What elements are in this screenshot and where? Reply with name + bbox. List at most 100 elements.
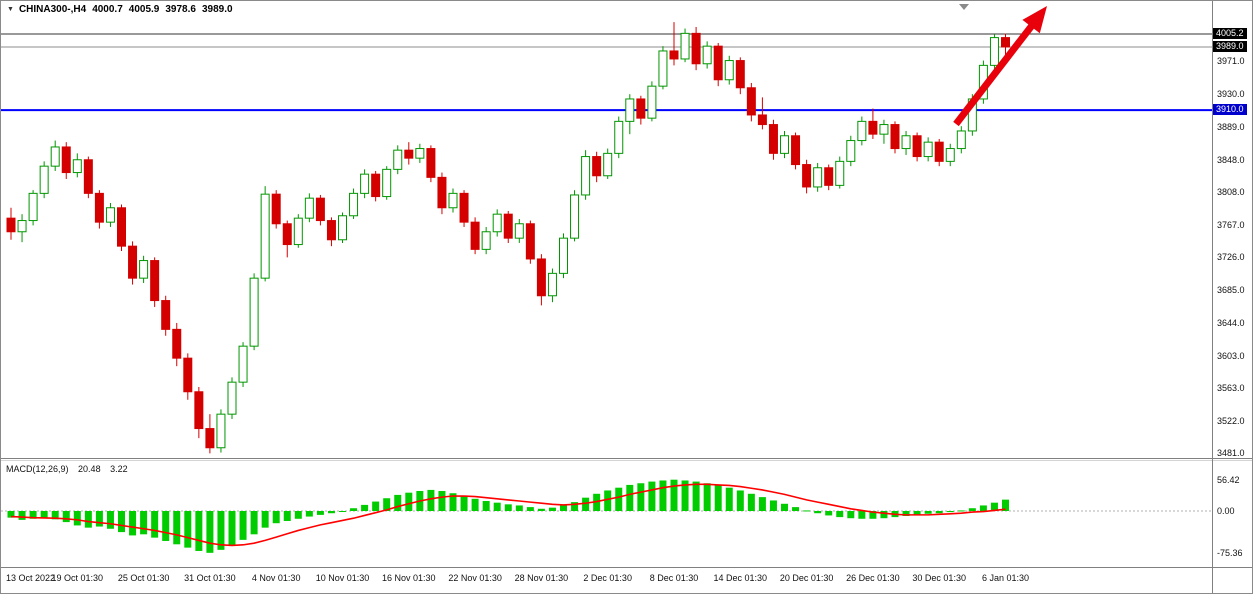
candle-body (780, 135, 789, 154)
candle-body (415, 148, 425, 159)
macd-histogram-bar (781, 503, 788, 511)
price-tick-label: 3808.0 (1217, 186, 1245, 197)
candle-body (470, 221, 480, 250)
candle-body (117, 207, 126, 247)
macd-histogram-bar (537, 508, 545, 511)
time-tick-label: 25 Oct 01:30 (117, 573, 170, 583)
candle-body (592, 156, 602, 177)
trend-arrow-head[interactable] (1022, 6, 1047, 34)
macd-indicator-label: MACD(12,26,9) 20.48 3.22 (6, 464, 128, 474)
macd-histogram-bar (935, 511, 943, 514)
macd-histogram-bar (239, 511, 247, 540)
candle-body (360, 173, 370, 194)
time-tick-label: 16 Nov 01:30 (382, 573, 436, 583)
macd-histogram-bar (615, 487, 623, 511)
candle-body (481, 231, 491, 250)
symbol-dropdown-icon[interactable]: ▼ (7, 6, 14, 13)
macd-histogram-bar (206, 511, 214, 553)
macd-histogram-bar (449, 493, 457, 511)
macd-histogram-bar (825, 511, 833, 516)
candle-body (636, 98, 646, 119)
macd-tick-label: 0.00 (1217, 506, 1235, 516)
candle-body (17, 220, 27, 233)
time-tick-label: 19 Oct 01:30 (51, 573, 104, 583)
macd-histogram-bar (880, 511, 888, 519)
symbol-info-bar: ▼ CHINA300-,H4 4000.7 4005.9 3978.6 3989… (7, 4, 233, 15)
time-tick-label: 10 Nov 01:30 (315, 573, 370, 583)
ohlc-low: 3978.6 (165, 4, 196, 15)
candle-body (525, 223, 535, 260)
candle-body (923, 141, 933, 158)
price-tick-label: 3767.0 (1217, 219, 1245, 230)
macd-histogram-bar (604, 490, 612, 511)
macd-histogram-bar (438, 491, 446, 511)
candle-body (282, 223, 292, 246)
candle-body (183, 357, 193, 393)
candle-body (768, 124, 778, 154)
candle-body (382, 168, 392, 198)
candle-body (603, 152, 613, 177)
candle-body (835, 160, 845, 186)
candle-body (61, 146, 71, 174)
candle-body (536, 258, 546, 297)
price-tick-label: 3644.0 (1217, 317, 1245, 328)
macd-histogram-bar (471, 498, 479, 511)
macd-histogram-bar (350, 508, 358, 511)
macd-histogram-bar (560, 505, 567, 511)
macd-histogram-bar (869, 511, 877, 519)
candle-body (437, 176, 447, 209)
candle-body (315, 197, 325, 222)
macd-histogram-bar (29, 511, 37, 519)
candle-body (238, 345, 248, 383)
macd-histogram-bar (747, 493, 755, 511)
macd-histogram-bar (427, 489, 435, 511)
candle-body (150, 260, 160, 302)
macd-histogram-bar (250, 511, 258, 535)
macd-histogram-bar (129, 511, 137, 536)
candle-body (128, 245, 138, 279)
candle-body (338, 215, 347, 241)
candle-body (647, 85, 657, 119)
macd-histogram-bar (548, 507, 556, 511)
time-tick-label: 2 Dec 01:30 (583, 573, 632, 583)
ohlc-high: 4005.9 (128, 4, 160, 15)
macd-histogram-bar (692, 481, 700, 511)
macd-histogram-bar (118, 511, 125, 533)
macd-histogram-bar (316, 511, 324, 515)
price-badge: 3989.0 (1213, 40, 1247, 52)
macd-histogram-bar (73, 511, 81, 526)
candle-body (680, 32, 690, 60)
candle-body (448, 192, 458, 209)
macd-histogram-bar (814, 511, 822, 514)
time-axis[interactable]: 13 Oct 2022 19 Oct 01:30 25 Oct 01:30 31 Oc… (1, 568, 1212, 593)
candle-body (194, 391, 204, 430)
macd-histogram-bar (405, 492, 413, 511)
macd-histogram-bar (515, 505, 523, 511)
candle-body (746, 87, 756, 116)
candle-body (459, 192, 469, 223)
macd-name: MACD(12,26,9) (6, 464, 69, 474)
time-tick-label: 6 Jan 01:30 (981, 573, 1030, 583)
macd-histogram-bar (460, 496, 468, 511)
macd-histogram-bar (51, 511, 59, 520)
macd-histogram-bar (803, 510, 811, 512)
price-axis[interactable]: 3971.0 3930.0 3889.0 3848.0 3808.0 3767.0 3726… (1213, 1, 1252, 568)
candle-body (890, 124, 900, 150)
symbol-title: CHINA300-,H4 (18, 4, 87, 15)
macd-tick-label: -75.36 (1217, 547, 1243, 558)
macd-histogram-bar (626, 484, 634, 511)
price-tick-label: 3603.0 (1217, 350, 1245, 361)
macd-histogram-bar (272, 511, 280, 524)
macd-histogram-bar (361, 504, 369, 511)
trend-arrow-shaft[interactable] (953, 22, 1036, 127)
candle-body (349, 192, 359, 217)
macd-histogram-bar (924, 511, 932, 514)
time-tick-label: 28 Nov 01:30 (514, 573, 569, 583)
macd-histogram-bar (836, 511, 844, 518)
candle-body (371, 173, 381, 198)
candle-body (227, 381, 237, 415)
macd-histogram-bar (62, 511, 70, 523)
candle-body (989, 37, 999, 66)
macd-histogram-bar (670, 479, 678, 511)
